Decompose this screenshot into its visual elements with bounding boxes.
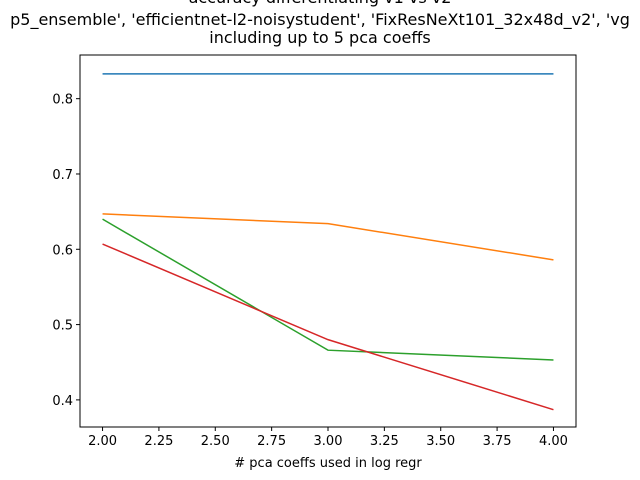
- chart-title: including up to 5 pca coeffs: [209, 28, 430, 47]
- x-tick-label: 2.00: [88, 434, 117, 449]
- x-tick-label: 3.25: [370, 434, 399, 449]
- x-tick-label: 3.50: [426, 434, 455, 449]
- y-tick-label: 0.7: [52, 168, 73, 183]
- x-tick-label: 2.75: [257, 434, 286, 449]
- series-line: [102, 243, 554, 411]
- series-line: [102, 213, 554, 261]
- x-tick-label: 4.00: [539, 434, 568, 449]
- x-axis-label: # pca coeffs used in log regr: [234, 456, 422, 471]
- plot-frame: [79, 54, 577, 428]
- y-tick-label: 0.5: [52, 319, 73, 334]
- x-tick-label: 3.00: [314, 434, 343, 449]
- y-tick-label: 0.4: [52, 394, 73, 409]
- y-tick-label: 0.6: [52, 243, 73, 258]
- series-line: [102, 218, 554, 361]
- chart-title: accuracy differentiating v1 vs v2: [189, 0, 452, 7]
- x-tick-label: 2.25: [144, 434, 173, 449]
- x-tick-label: 2.50: [201, 434, 230, 449]
- chart-title: p5_ensemble', 'efficientnet-l2-noisystud…: [10, 10, 630, 30]
- y-tick-label: 0.8: [52, 93, 73, 108]
- x-tick-label: 3.75: [483, 434, 512, 449]
